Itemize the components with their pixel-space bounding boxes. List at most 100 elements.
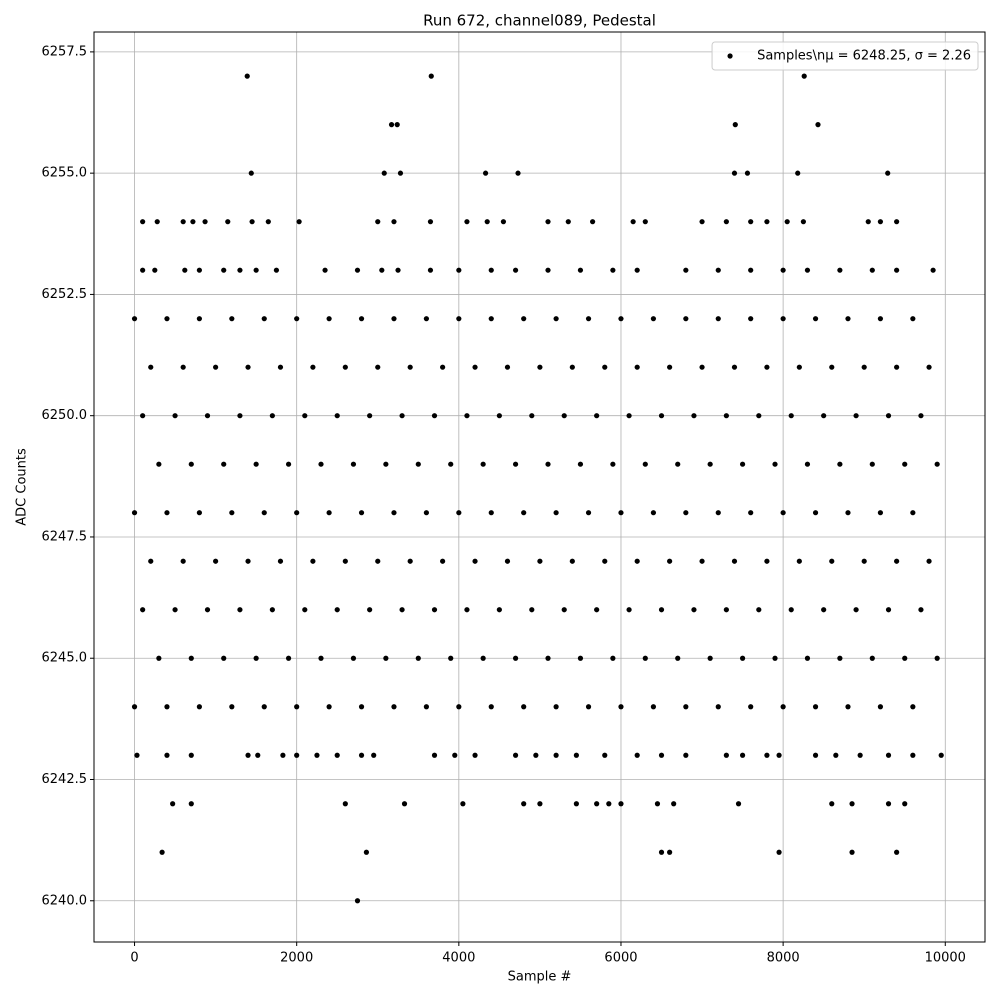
data-point bbox=[472, 752, 478, 758]
data-point bbox=[585, 704, 592, 710]
data-point bbox=[731, 170, 738, 176]
data-point bbox=[829, 558, 835, 564]
data-point bbox=[521, 510, 527, 516]
data-point bbox=[529, 607, 535, 613]
data-point bbox=[902, 801, 908, 807]
data-point bbox=[812, 510, 819, 516]
data-point bbox=[448, 655, 454, 661]
data-point bbox=[244, 73, 250, 79]
x-tick-label: 2000 bbox=[280, 951, 313, 966]
data-point bbox=[196, 510, 202, 516]
legend-marker bbox=[727, 53, 733, 59]
data-point bbox=[253, 461, 259, 467]
x-tick-label: 0 bbox=[130, 951, 138, 966]
data-point bbox=[784, 219, 790, 225]
data-point bbox=[237, 413, 243, 419]
data-point bbox=[294, 752, 300, 758]
data-point bbox=[837, 655, 843, 661]
data-point bbox=[626, 413, 632, 419]
data-point bbox=[342, 558, 348, 564]
data-point bbox=[196, 704, 202, 710]
data-point bbox=[801, 73, 807, 79]
data-point bbox=[918, 607, 924, 613]
data-point bbox=[388, 122, 395, 128]
data-point bbox=[431, 752, 438, 758]
data-point bbox=[285, 655, 292, 661]
data-point bbox=[788, 607, 794, 613]
data-point bbox=[849, 849, 855, 855]
data-point bbox=[131, 510, 138, 516]
data-point bbox=[512, 267, 519, 273]
data-point bbox=[415, 655, 421, 661]
data-point bbox=[804, 267, 811, 273]
data-point bbox=[869, 267, 875, 273]
data-point bbox=[148, 558, 154, 564]
data-point bbox=[602, 752, 608, 758]
data-point bbox=[772, 655, 778, 661]
data-point bbox=[845, 704, 851, 710]
data-point bbox=[188, 752, 194, 758]
data-point bbox=[658, 413, 665, 419]
data-point bbox=[930, 267, 936, 273]
data-point bbox=[545, 461, 551, 467]
data-point bbox=[152, 267, 158, 273]
data-point bbox=[358, 752, 365, 758]
data-point bbox=[367, 413, 373, 419]
data-point bbox=[318, 461, 324, 467]
data-point bbox=[630, 219, 636, 225]
data-point bbox=[354, 898, 361, 904]
data-point bbox=[723, 413, 729, 419]
data-point bbox=[642, 219, 648, 225]
data-point bbox=[383, 655, 389, 661]
data-point bbox=[658, 752, 665, 758]
data-point bbox=[358, 704, 365, 710]
data-point bbox=[573, 801, 579, 807]
data-point bbox=[815, 122, 821, 128]
data-point bbox=[577, 461, 584, 467]
y-tick-label: 6245.0 bbox=[42, 651, 88, 666]
data-point bbox=[148, 364, 154, 370]
data-point bbox=[788, 413, 794, 419]
data-point bbox=[170, 801, 176, 807]
data-point bbox=[472, 364, 478, 370]
data-point bbox=[894, 364, 900, 370]
data-point bbox=[748, 219, 754, 225]
data-point bbox=[401, 801, 408, 807]
data-point bbox=[857, 752, 863, 758]
data-point bbox=[456, 704, 462, 710]
data-point bbox=[358, 510, 365, 516]
data-point bbox=[902, 655, 908, 661]
data-point bbox=[537, 558, 543, 564]
data-point bbox=[780, 267, 786, 273]
data-point bbox=[472, 558, 478, 564]
data-point bbox=[504, 364, 511, 370]
plot-frame bbox=[93, 31, 986, 943]
data-point bbox=[456, 510, 462, 516]
data-point bbox=[204, 607, 211, 613]
data-point bbox=[610, 267, 616, 273]
data-point bbox=[699, 219, 705, 225]
data-point bbox=[154, 219, 160, 225]
data-point bbox=[650, 510, 657, 516]
y-tick-label: 6250.0 bbox=[42, 408, 88, 423]
data-point bbox=[248, 170, 254, 176]
series bbox=[131, 73, 944, 904]
data-point bbox=[229, 704, 235, 710]
y-tick-label: 6252.5 bbox=[42, 287, 88, 302]
data-point bbox=[585, 316, 592, 322]
data-point bbox=[804, 461, 811, 467]
data-point bbox=[594, 607, 600, 613]
data-point bbox=[845, 316, 851, 322]
y-tick-label: 6255.0 bbox=[42, 166, 88, 181]
data-point bbox=[553, 704, 559, 710]
data-point bbox=[804, 655, 811, 661]
data-point bbox=[561, 413, 567, 419]
data-point bbox=[249, 219, 255, 225]
data-point bbox=[182, 267, 188, 273]
data-point bbox=[723, 752, 729, 758]
data-point bbox=[707, 655, 713, 661]
data-point bbox=[675, 655, 681, 661]
data-point bbox=[213, 558, 219, 564]
data-point bbox=[448, 461, 454, 467]
data-point bbox=[397, 170, 404, 176]
